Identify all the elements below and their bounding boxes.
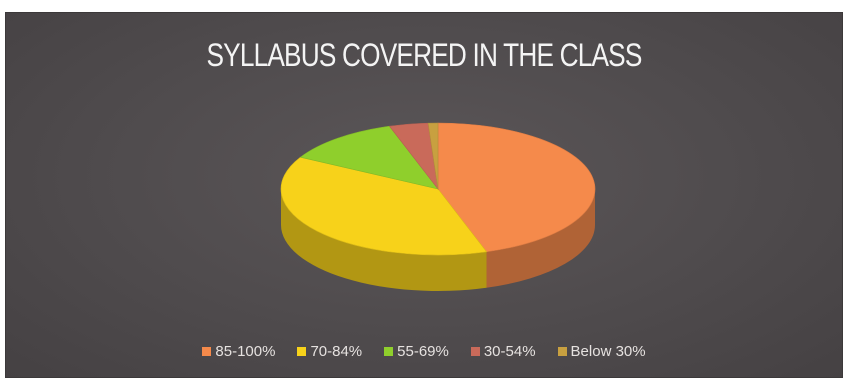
chart-title: SYLLABUS COVERED IN THE CLASS <box>206 37 642 73</box>
legend-swatch <box>202 347 212 356</box>
legend-item: 55-69% <box>384 343 449 360</box>
legend-label: 30-54% <box>483 343 536 360</box>
legend-item: 30-54% <box>470 343 536 360</box>
pie-slice-side-70-84- <box>281 189 487 291</box>
pie-slice-70-84- <box>280 156 488 256</box>
pie-slice-85-100- <box>437 122 596 253</box>
pie-slice-55-69- <box>299 125 439 190</box>
pie-slice-below-30- <box>427 122 439 190</box>
chart-frame: SYLLABUS COVERED IN THE CLASS 85-100% 70-… <box>5 12 843 378</box>
legend-swatch <box>557 347 567 356</box>
legend-item: 85-100% <box>202 343 275 360</box>
pie-chart <box>280 122 596 291</box>
legend-label: 85-100% <box>215 343 276 360</box>
legend-label: Below 30% <box>570 343 646 360</box>
legend-item: 70-84% <box>297 343 362 360</box>
legend-swatch <box>384 347 394 356</box>
pie-slice-side-85-100- <box>486 189 595 288</box>
legend-swatch <box>470 347 480 356</box>
legend-item: Below 30% <box>557 343 646 360</box>
legend-label: 70-84% <box>310 343 363 360</box>
legend-label: 55-69% <box>397 343 449 360</box>
legend: 85-100% 70-84% 55-69% 30-54% Below 30% <box>6 343 842 360</box>
legend-swatch <box>297 347 307 356</box>
